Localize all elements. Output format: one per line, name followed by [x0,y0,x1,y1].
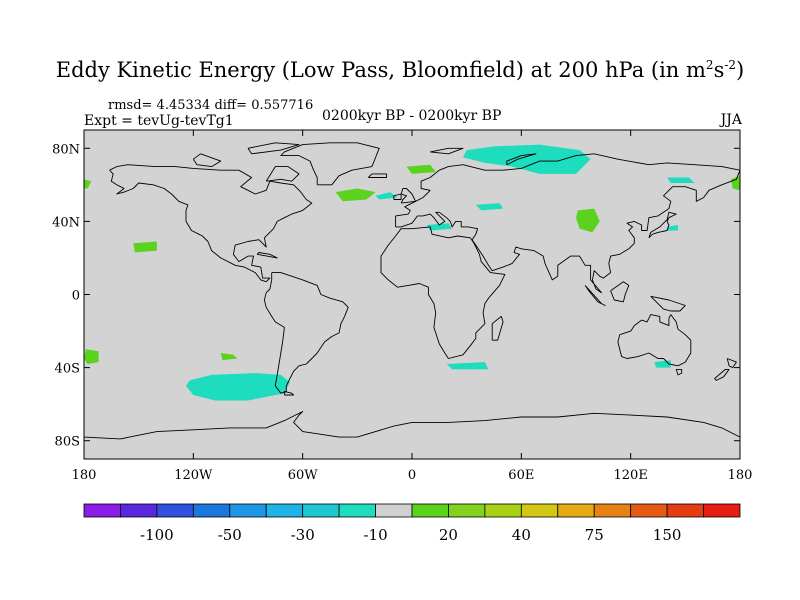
coastline-24 [283,390,295,396]
map-land-background [84,130,740,459]
colorbar-label: -50 [218,526,242,544]
coastline-9 [367,173,387,178]
coastline-23 [506,153,537,166]
anomaly-central-asia [576,208,600,233]
colorbar-swatch [703,503,741,518]
colorbar-swatch [520,503,559,518]
lon-tick-label: 180 [728,468,753,483]
coastline-1 [263,272,349,394]
coastline-16 [726,358,737,369]
axis-ticks: 180 120W 60W 0 60E 120E 180 80N 40N 0 40S 80S [52,130,752,483]
colorbar-swatch [120,503,158,518]
colorbar-swatch [192,503,231,518]
lat-tick-label: 40S [55,362,80,377]
coastline-8 [393,193,402,200]
coastline-19 [192,153,222,168]
experiment-label: Expt = tevUg-tevTg1 [84,113,234,129]
coastline-15 [714,368,730,381]
colorbar-swatch [557,503,595,518]
anomaly-south-pacific-west [84,349,99,364]
colorbar-swatch [593,503,632,518]
colorbar-label: 20 [439,526,458,544]
colorbar-swatch [302,503,340,518]
anomaly-black-sea [475,203,504,211]
colorbar-swatch [666,503,704,518]
lon-tick-label: 60W [288,468,319,483]
colorbar-swatch [229,503,267,518]
anomaly-north-pacific [133,241,157,253]
colorbar-label: 40 [512,526,531,544]
colorbar-swatch [265,503,304,518]
colorbar-swatch [484,503,522,518]
anomaly-north-europe [406,164,436,174]
lat-tick-label: 40N [52,215,80,230]
coastline-11 [491,315,504,341]
coastline-18 [256,252,278,259]
lat-tick-label: 80N [52,142,80,157]
lon-tick-label: 180 [72,468,97,483]
colorbar-swatch [411,503,449,518]
colorbar-swatch [375,503,413,518]
anomaly-iceland-sea [375,192,398,200]
colorbar-swatch [338,503,376,518]
coastline-10 [648,211,677,239]
coastline-3 [380,226,506,359]
lon-tick-label: 120E [614,468,648,483]
colorbar-label: -30 [291,526,315,544]
coastline-7 [400,188,417,204]
anomaly-mediterranean [426,223,453,231]
season-label: JJA [720,112,742,128]
colorbar-label: 75 [585,526,604,544]
anomaly-north-atlantic [335,188,376,202]
colorbar-swatch [83,503,121,518]
stats-label: rmsd= 4.45334 diff= 0.557716 [108,98,314,113]
anomaly-siberia-arctic [463,144,591,174]
anomaly-south-pacific-east [186,373,290,401]
coastline-21 [265,166,300,182]
coastline-12 [584,285,606,306]
lon-tick-label: 60E [508,468,534,483]
lon-tick-label: 0 [408,468,416,483]
colorbar-label: 150 [653,526,682,544]
anomaly-south-pacific-mid [220,353,238,361]
anomaly-alaska-edge [84,179,92,189]
anomaly-kamchatka-edge [730,175,740,191]
lat-tick-label: 80S [55,435,80,450]
coastlines [84,142,740,440]
anomaly-east-siberia [667,177,695,183]
coastline-5 [617,314,692,367]
coastline-17 [675,368,683,376]
coastline-4 [395,153,740,294]
coastline-0 [109,164,313,283]
anomaly-japan-sea [667,225,678,231]
anomaly-south-indian [446,362,489,370]
lat-tick-label: 0 [72,289,80,304]
colorbar-label: -100 [140,526,174,544]
coastline-20 [247,142,300,155]
colorbar-swatch [630,503,668,518]
colorbar: -100 -50 -30 -10 20 40 75 150 [83,503,741,544]
lon-tick-label: 120W [174,468,213,483]
anomaly-regions [84,144,740,401]
coastline-6 [84,411,740,440]
coastline-13 [610,281,630,303]
coastline-2 [280,142,380,186]
colorbar-swatch [156,503,194,518]
coastline-14 [650,295,686,312]
map-title: Eddy Kinetic Energy (Low Pass, Bloomfiel… [55,58,745,82]
period-label: 0200kyr BP - 0200kyr BP [322,108,502,124]
colorbar-label: -10 [363,526,387,544]
colorbar-swatch [448,503,486,518]
coastline-22 [430,147,464,155]
